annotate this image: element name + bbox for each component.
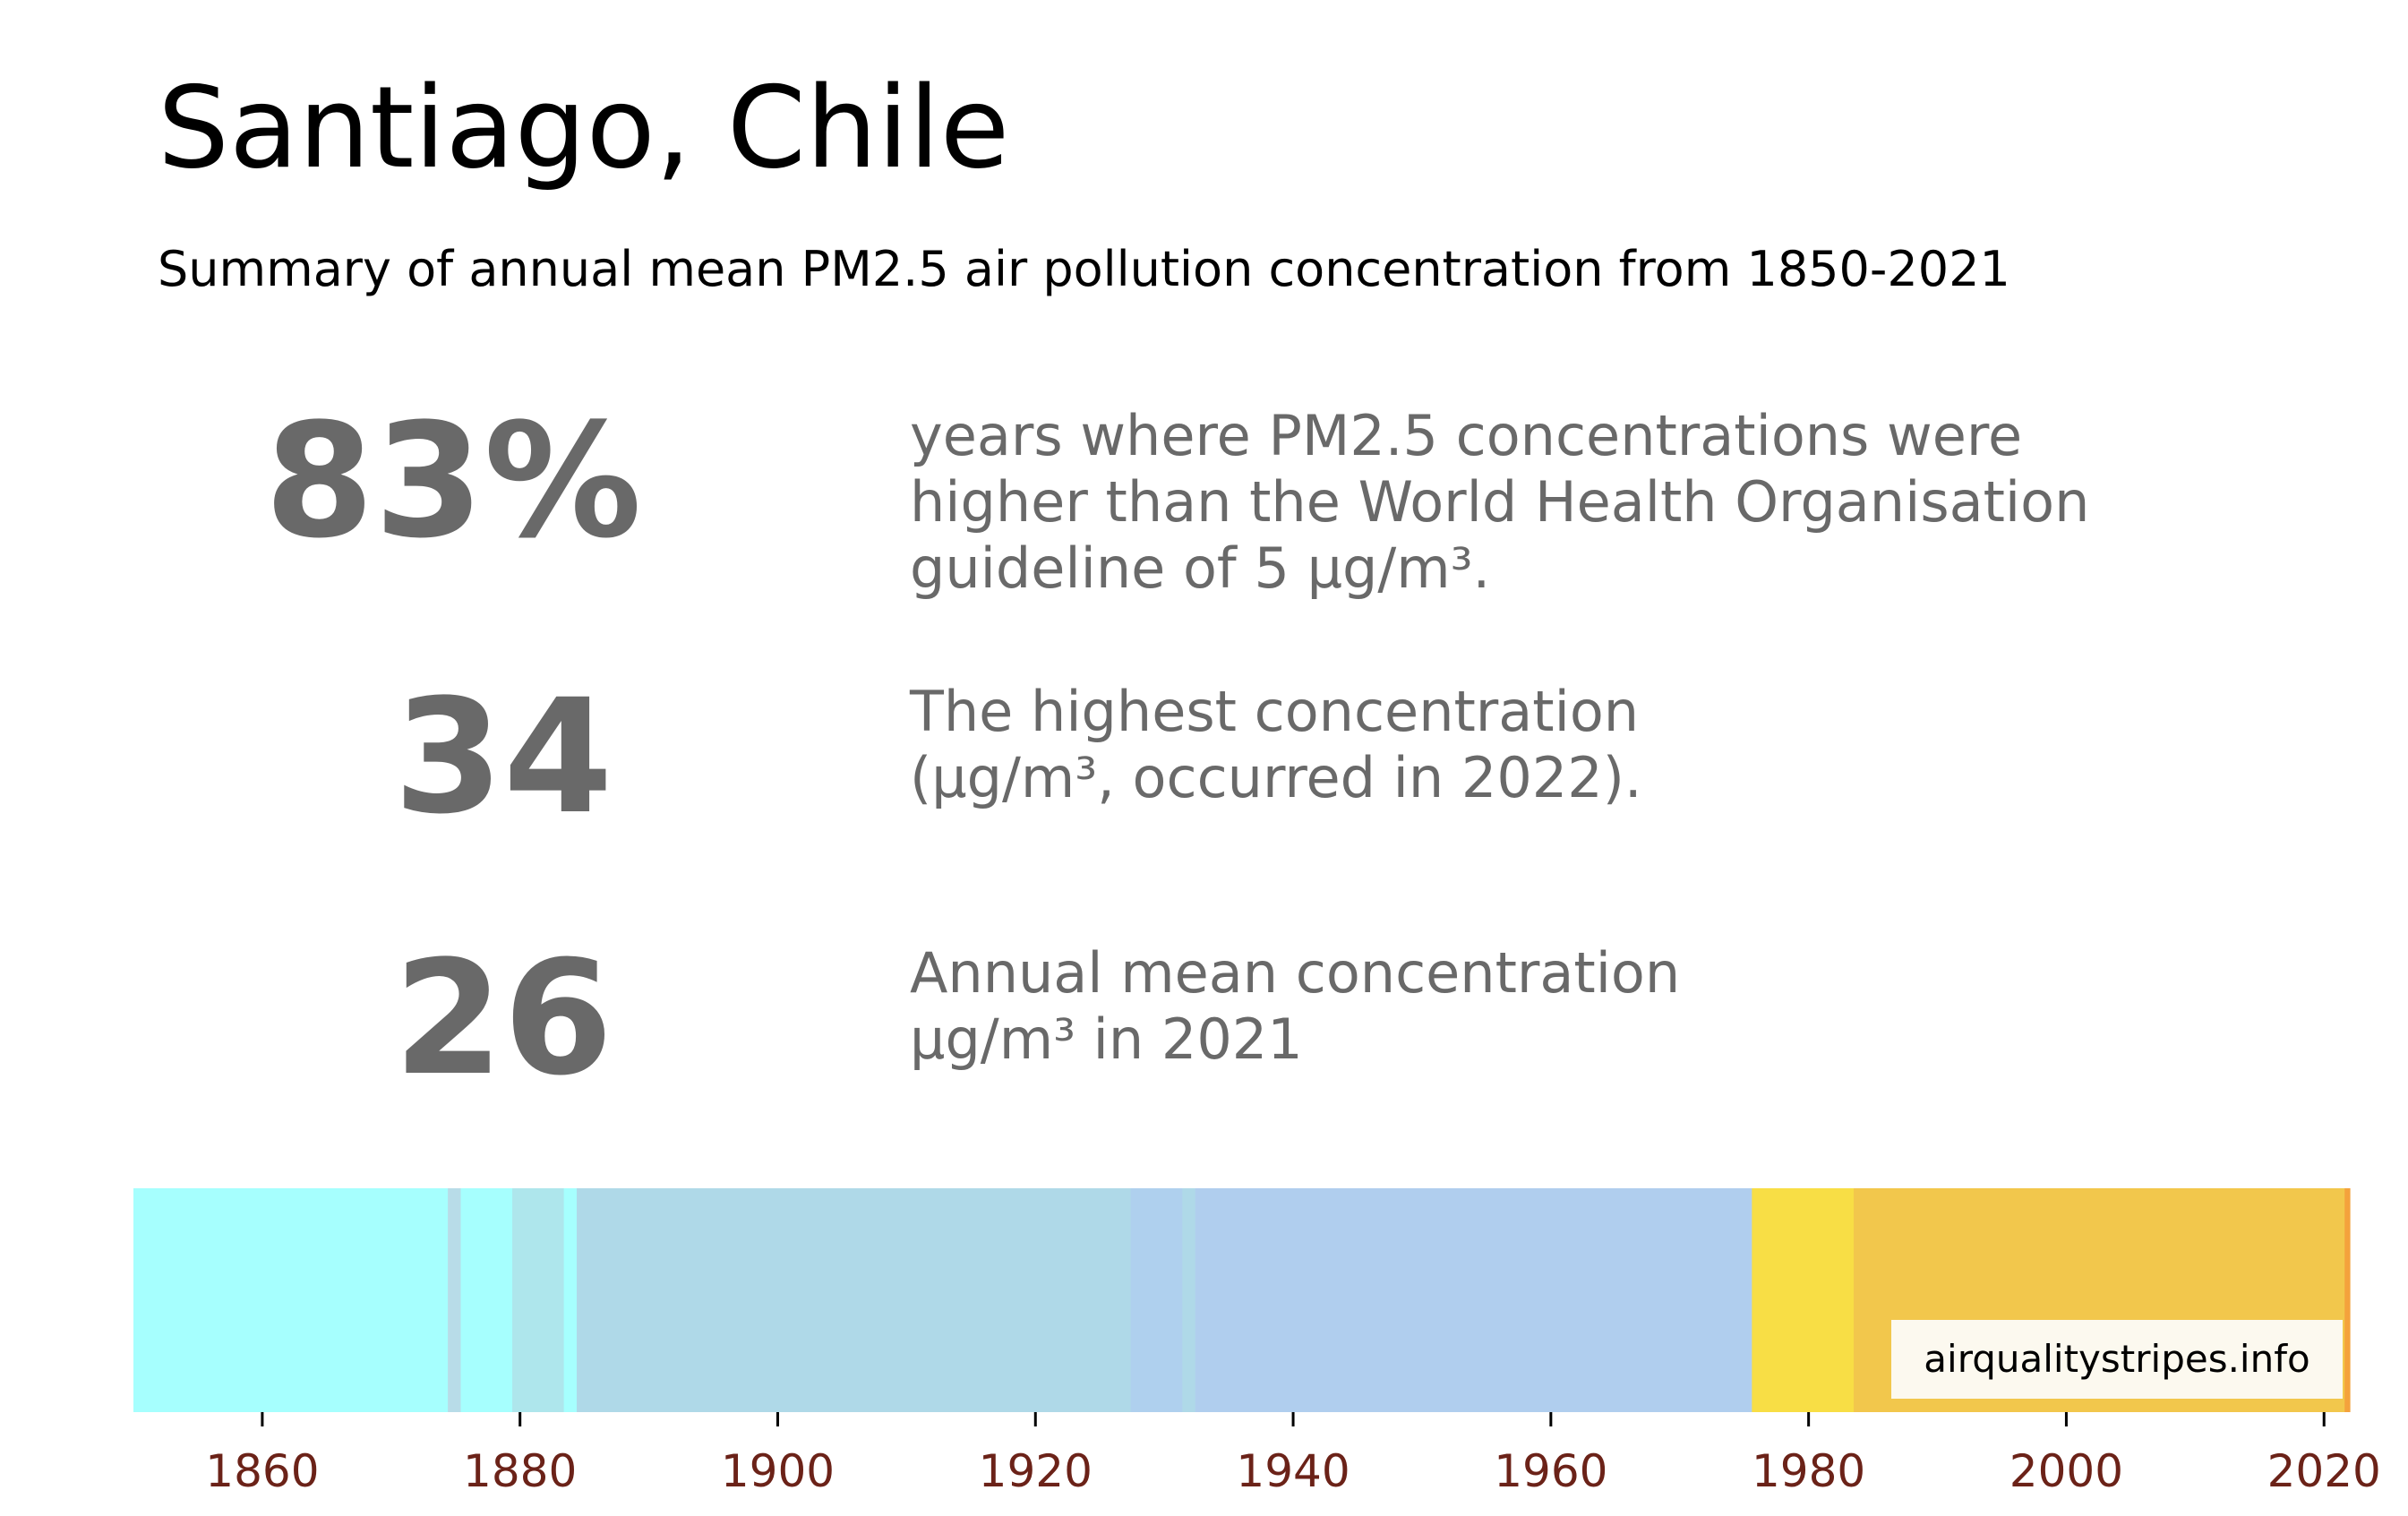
chart-title: Santiago, Chile — [158, 62, 1010, 193]
stripe-segment — [577, 1188, 1132, 1412]
x-tick-label: 1960 — [1494, 1445, 1607, 1497]
stat-desc-exceedance: years where PM2.5 concentrations were hi… — [910, 403, 2089, 602]
x-tick-label: 1940 — [1236, 1445, 1350, 1497]
stripe-segment — [1752, 1188, 1855, 1412]
stat-desc-line: The highest concentration — [910, 679, 1640, 744]
stripe-segment — [448, 1188, 462, 1412]
stat-desc-line: guideline of 5 µg/m³. — [910, 535, 1491, 601]
x-tick-label: 2020 — [2267, 1445, 2381, 1497]
stripe-segment — [1182, 1188, 1196, 1412]
stat-desc-highest: The highest concentration (µg/m³, occurr… — [910, 679, 1642, 811]
stat-desc-line: years where PM2.5 concentrations were — [910, 403, 2023, 468]
stat-desc-line: µg/m³ in 2021 — [910, 1006, 1303, 1072]
stripe-segment — [2344, 1188, 2351, 1412]
stripe-segment — [460, 1188, 513, 1412]
stat-value-exceedance: 83% — [264, 390, 642, 573]
stat-desc-line: (µg/m³, occurred in 2022). — [910, 745, 1642, 810]
stripe-segment — [512, 1188, 565, 1412]
tick-group: 1860 1880 1900 1920 1940 1960 1980 2000 2020 — [205, 1412, 2381, 1497]
stat-desc-line: higher than the World Health Organisatio… — [910, 469, 2090, 535]
x-tick-label: 1880 — [463, 1445, 577, 1497]
credit-badge: airqualitystripes.info — [1891, 1320, 2343, 1399]
stripe-segment — [563, 1188, 578, 1412]
x-tick-label: 2000 — [2010, 1445, 2123, 1497]
stripe-segment — [133, 1188, 449, 1412]
x-tick-label: 1860 — [205, 1445, 319, 1497]
stat-value-latest: 26 — [393, 927, 613, 1110]
stat-desc-latest: Annual mean concentration µg/m³ in 2021 — [910, 940, 1680, 1073]
stripe-segment — [1195, 1188, 1752, 1412]
x-tick-label: 1980 — [1752, 1445, 1865, 1497]
stat-desc-line: Annual mean concentration — [910, 940, 1681, 1006]
chart-subtitle: Summary of annual mean PM2.5 air polluti… — [158, 241, 2010, 297]
stripe-segment — [1130, 1188, 1183, 1412]
x-tick-label: 1920 — [979, 1445, 1093, 1497]
stat-value-highest: 34 — [393, 665, 613, 849]
x-tick-label: 1900 — [721, 1445, 835, 1497]
